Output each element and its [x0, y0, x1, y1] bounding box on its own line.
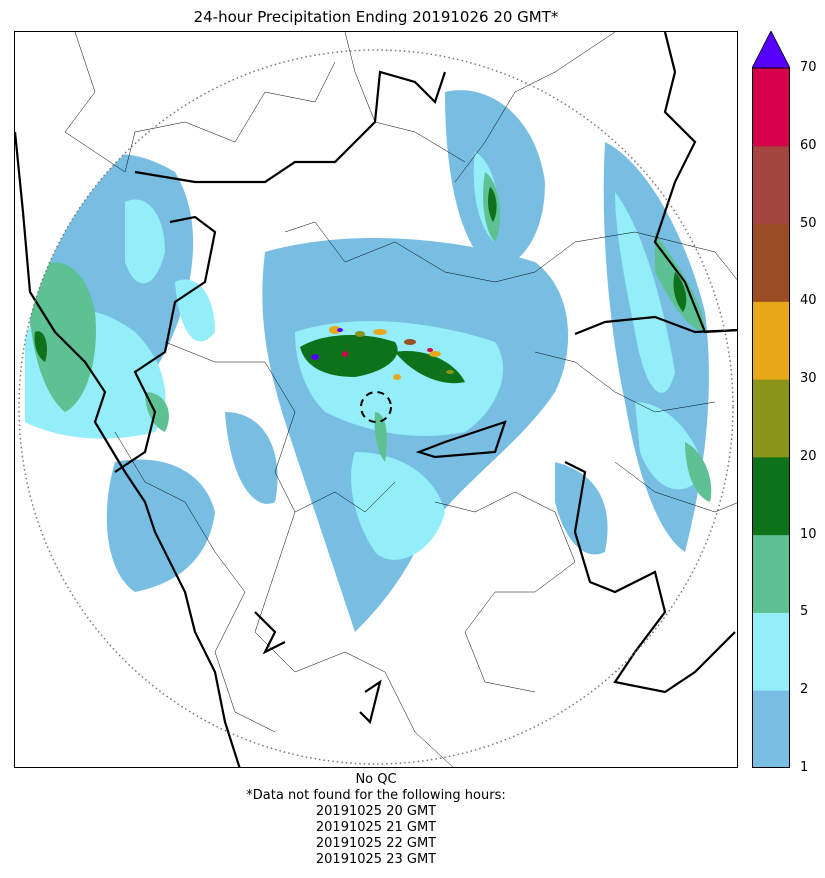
colorbar-segment [752, 690, 790, 768]
map-title: 24-hour Precipitation Ending 20191026 20… [193, 8, 559, 26]
precip-10-20in [34, 187, 687, 384]
colorbar-segment [752, 456, 790, 536]
colorbar-segment [752, 223, 790, 302]
colorbar-tick-label: 2 [800, 682, 809, 698]
qc-status: No QC [355, 772, 397, 787]
missing-hour: 20191025 20 GMT [315, 804, 437, 819]
precip-heavy-cells [311, 326, 454, 380]
colorbar-frame [752, 67, 790, 768]
precipitation-layer [25, 90, 712, 633]
colorbar-segment [752, 68, 790, 147]
colorbar-segment [752, 301, 790, 380]
colorbar-segment [752, 612, 790, 691]
colorbar-tick-label: 1 [800, 760, 809, 775]
colorbar-segment [752, 145, 790, 225]
radar-map [14, 31, 738, 768]
missing-hour: 20191025 22 GMT [315, 836, 437, 851]
missing-hour: 20191025 23 GMT [315, 852, 437, 867]
radar-range-ring [18, 49, 734, 765]
colorbar-tick-label: 10 [800, 526, 817, 542]
colorbar-tick-label: 60 [800, 137, 817, 153]
colorbar [752, 31, 790, 768]
missing-data-note: *Data not found for the following hours: [246, 788, 506, 803]
map-footer: No QC *Data not found for the following … [14, 772, 738, 868]
radar-site-ring [360, 391, 392, 423]
colorbar-segment [752, 534, 790, 613]
colorbar-tick-label: 70 [800, 60, 817, 75]
colorbar-segment [752, 379, 790, 458]
colorbar-tick-label: 20 [800, 448, 817, 464]
state-boundaries [15, 32, 737, 767]
colorbar-tick-label: 5 [800, 604, 809, 620]
colorbar-extend-arrow [752, 31, 790, 69]
colorbar-tick-label: 30 [800, 371, 817, 387]
radar-precip-svg [15, 32, 737, 767]
colorbar-tick-label: 40 [800, 293, 817, 309]
colorbar-tick-label: 50 [800, 215, 817, 231]
missing-hour: 20191025 21 GMT [315, 820, 437, 835]
